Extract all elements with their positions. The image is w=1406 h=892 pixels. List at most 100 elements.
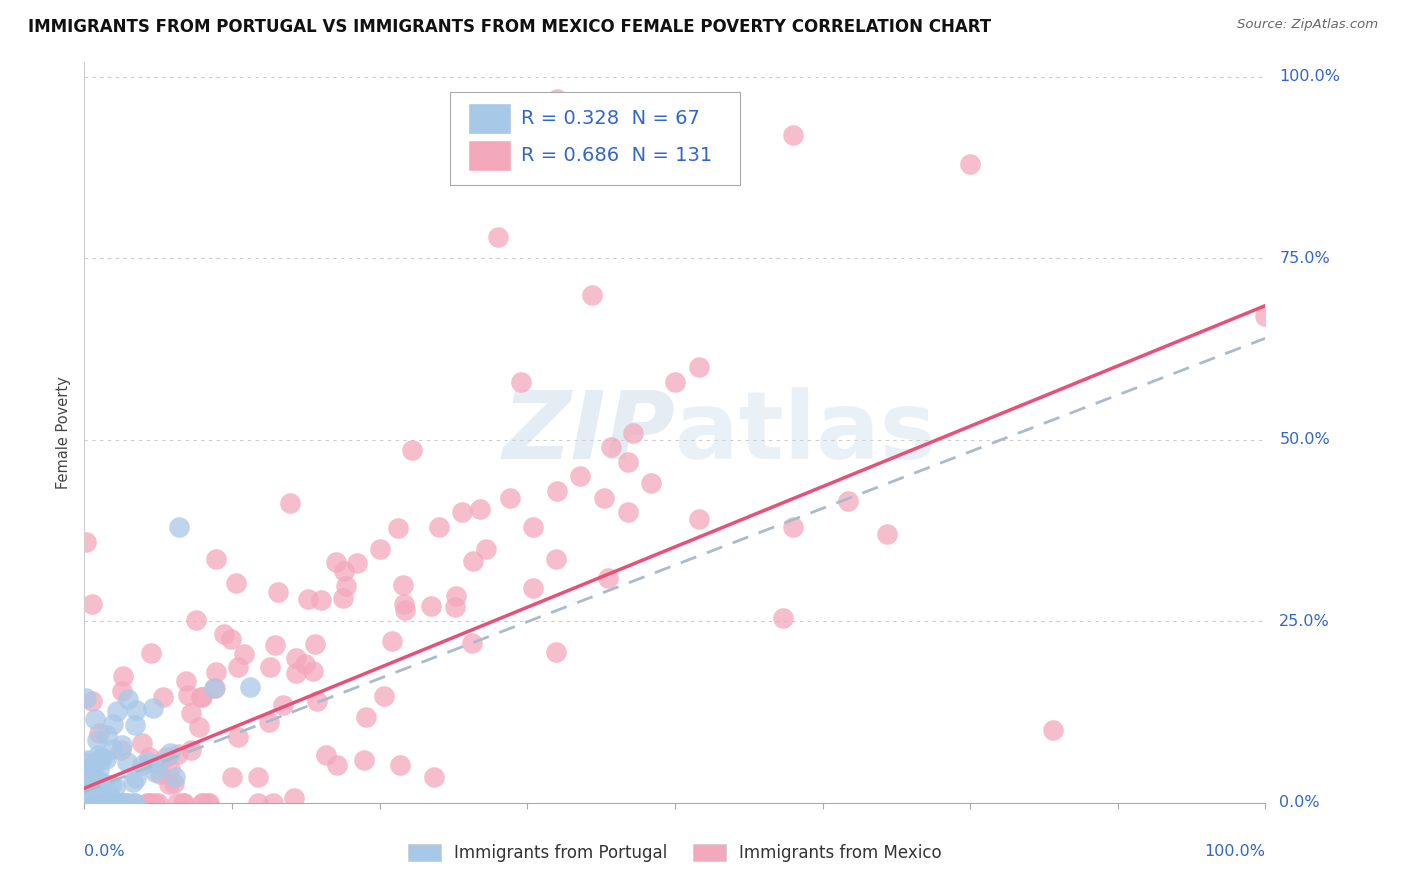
- Point: [498, 491, 520, 505]
- Point: [125, 703, 148, 717]
- Y-axis label: Female Poverty: Female Poverty: [56, 376, 72, 489]
- Point: [124, 796, 146, 810]
- Point: [333, 564, 356, 578]
- Point: [315, 747, 337, 762]
- Point: [159, 762, 181, 776]
- Point: [104, 780, 127, 795]
- Text: R = 0.686  N = 131: R = 0.686 N = 131: [522, 146, 713, 165]
- Point: [180, 706, 202, 721]
- Point: [83, 796, 105, 810]
- Point: [166, 796, 188, 810]
- Point: [387, 521, 409, 535]
- Point: [94, 796, 117, 810]
- Point: [84, 778, 107, 792]
- Point: [772, 611, 794, 625]
- Point: [139, 646, 162, 660]
- Point: [96, 796, 118, 810]
- Point: [353, 753, 375, 767]
- Point: [283, 791, 305, 805]
- Point: [100, 796, 122, 810]
- Point: [640, 476, 662, 491]
- Point: [157, 777, 180, 791]
- Point: [470, 502, 492, 516]
- Point: [246, 771, 269, 785]
- Point: [163, 776, 186, 790]
- FancyBboxPatch shape: [468, 140, 510, 171]
- Point: [264, 638, 287, 652]
- Text: 100.0%: 100.0%: [1205, 844, 1265, 858]
- Text: R = 0.328  N = 67: R = 0.328 N = 67: [522, 109, 700, 128]
- Point: [121, 774, 143, 789]
- Point: [373, 690, 395, 704]
- Point: [219, 632, 242, 646]
- Point: [136, 755, 159, 769]
- Point: [346, 557, 368, 571]
- Point: [77, 796, 100, 810]
- Point: [73, 796, 96, 810]
- Point: [135, 796, 157, 810]
- Point: [80, 789, 103, 804]
- Point: [101, 742, 124, 756]
- Point: [79, 764, 101, 779]
- Point: [172, 796, 194, 810]
- Point: [93, 777, 115, 791]
- Point: [87, 762, 110, 776]
- Point: [569, 469, 592, 483]
- Point: [198, 796, 221, 810]
- Point: [335, 579, 357, 593]
- Point: [267, 584, 290, 599]
- Point: [86, 733, 108, 747]
- Point: [77, 771, 100, 785]
- Point: [285, 665, 308, 680]
- Point: [110, 796, 132, 810]
- Point: [187, 720, 209, 734]
- Point: [423, 770, 446, 784]
- Point: [159, 746, 181, 760]
- Point: [75, 690, 97, 705]
- Point: [621, 425, 644, 440]
- Point: [546, 92, 568, 106]
- Point: [305, 694, 328, 708]
- Point: [616, 506, 638, 520]
- Point: [239, 680, 262, 694]
- Point: [83, 712, 105, 726]
- FancyBboxPatch shape: [468, 103, 510, 135]
- Point: [522, 581, 544, 595]
- Point: [84, 796, 107, 810]
- Point: [89, 726, 111, 740]
- Point: [101, 796, 124, 810]
- Point: [401, 442, 423, 457]
- Point: [304, 637, 326, 651]
- Point: [122, 796, 145, 810]
- Point: [262, 796, 284, 810]
- Text: atlas: atlas: [675, 386, 936, 479]
- Point: [91, 796, 114, 810]
- Point: [100, 796, 122, 810]
- Point: [83, 772, 105, 786]
- Point: [146, 796, 169, 810]
- Point: [91, 796, 114, 810]
- Point: [77, 760, 100, 774]
- Text: 50.0%: 50.0%: [1279, 433, 1330, 448]
- Point: [104, 796, 127, 810]
- Point: [392, 597, 415, 611]
- Point: [546, 483, 568, 498]
- Point: [111, 738, 134, 752]
- FancyBboxPatch shape: [450, 92, 740, 185]
- Text: 25.0%: 25.0%: [1279, 614, 1330, 629]
- Point: [212, 627, 235, 641]
- Point: [226, 730, 249, 744]
- Point: [1042, 723, 1064, 738]
- Point: [84, 796, 107, 810]
- Point: [419, 599, 441, 613]
- Point: [111, 796, 134, 810]
- Point: [246, 796, 269, 810]
- Point: [87, 753, 110, 767]
- Point: [616, 455, 638, 469]
- Point: [444, 589, 467, 603]
- Text: Source: ZipAtlas.com: Source: ZipAtlas.com: [1237, 18, 1378, 31]
- Point: [111, 669, 134, 683]
- Point: [444, 599, 467, 614]
- Point: [664, 375, 686, 389]
- Point: [94, 796, 117, 810]
